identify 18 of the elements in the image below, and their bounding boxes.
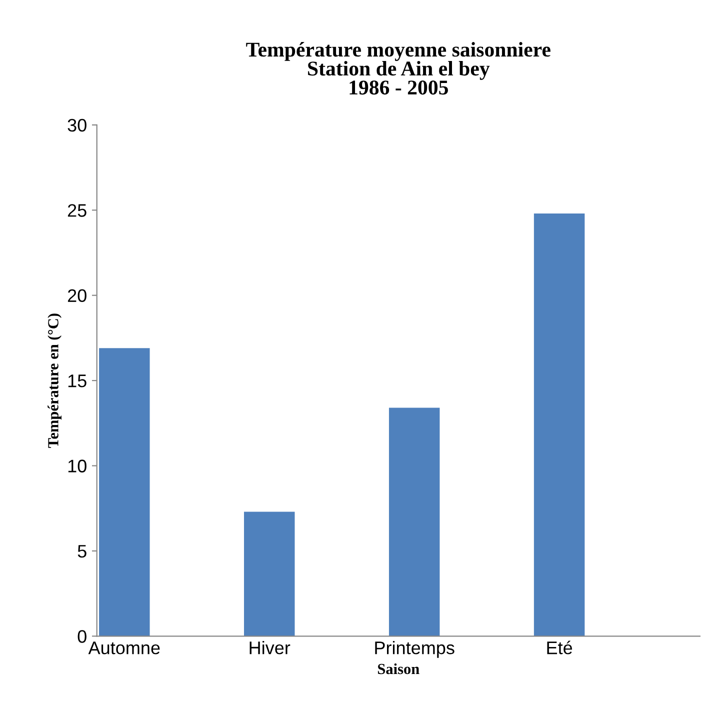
bar [388, 408, 440, 636]
y-tick-label: 10 [68, 460, 86, 472]
y-tick-label: 30 [68, 118, 86, 132]
y-tick-label: 25 [68, 204, 86, 217]
y-tick-label: 5 [78, 545, 86, 558]
y-axis-title: Température en (°C) [48, 314, 62, 448]
bar [99, 348, 150, 636]
x-tick-label: Eté [547, 640, 572, 654]
x-tick-label: Printemps [375, 641, 454, 658]
y-tick-label: 0 [78, 630, 86, 643]
x-axis-title: Saison [378, 663, 420, 674]
y-tick-label: 20 [68, 289, 86, 302]
x-tick-label: Automne [88, 642, 160, 654]
chart-title: Température moyenne saisonniere Station de Ain el bey 1986 - 2005 [246, 42, 550, 95]
bar [244, 512, 295, 636]
y-tick-label: 15 [68, 374, 86, 388]
x-tick-label: Hiver [250, 641, 290, 654]
bar [534, 214, 585, 636]
